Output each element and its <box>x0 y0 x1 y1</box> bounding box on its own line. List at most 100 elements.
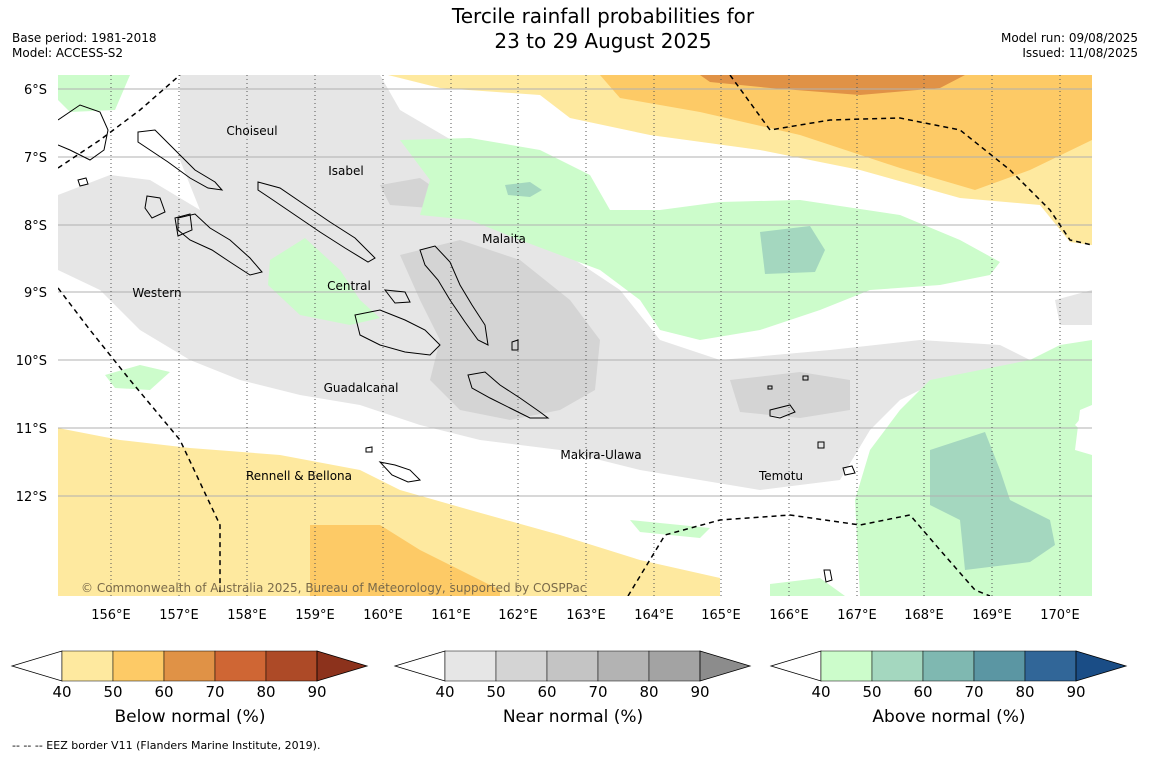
island-new-georgia <box>177 213 263 276</box>
colorbar-tick-label: 40 <box>435 683 454 701</box>
below-normal-south-40 <box>58 428 720 596</box>
lon-label: 170°E <box>1040 608 1080 623</box>
lon-label: 158°E <box>227 608 267 623</box>
label-choiseul: Choiseul <box>226 124 277 138</box>
colorbar-segment <box>61 650 114 682</box>
colorbar-segment <box>922 650 975 682</box>
legend-label-below: Below normal (%) <box>114 707 266 727</box>
island-vanikoro <box>817 441 825 449</box>
lon-label: 161°E <box>431 608 471 623</box>
colorbar-tick-label: 90 <box>690 683 709 701</box>
title-line-2: 23 to 29 August 2025 <box>494 29 712 53</box>
rainfall-map: Choiseul Isabel Malaita Central Western … <box>16 75 1092 623</box>
colorbar-segment <box>444 650 497 682</box>
above-normal-central-small <box>505 182 542 197</box>
base-period: Base period: 1981-2018 <box>12 31 157 45</box>
label-western: Western <box>132 286 181 300</box>
colorbar-segment <box>973 650 1026 682</box>
below-normal-north-60 <box>700 75 965 95</box>
colorbar-max-extend <box>316 650 369 682</box>
lon-label: 160°E <box>363 608 403 623</box>
label-malaita: Malaita <box>482 232 526 246</box>
above-normal-nw <box>58 75 130 112</box>
colorbar-min-extend <box>393 650 446 682</box>
colorbar-tick-label: 60 <box>537 683 556 701</box>
meta-left: Base period: 1981-2018 Model: ACCESS-S2 <box>12 31 157 61</box>
lat-label: 10°S <box>16 354 47 369</box>
issued-date: Issued: 11/08/2025 <box>1022 46 1138 60</box>
colorbar-segment <box>495 650 548 682</box>
eez-border <box>58 75 1092 596</box>
island-tikopia <box>823 569 833 583</box>
colorbar-tick-label: 80 <box>1015 683 1034 701</box>
colorbar-tick-label: 80 <box>639 683 658 701</box>
lat-label: 7°S <box>24 151 47 166</box>
lon-label: 164°E <box>634 608 674 623</box>
lon-label: 165°E <box>701 608 741 623</box>
colorbar-segment <box>820 650 873 682</box>
legend-label-above: Above normal (%) <box>872 707 1026 727</box>
below-normal-north-50 <box>600 75 1092 190</box>
island-choiseul <box>137 129 224 191</box>
colorbar-near-normal: 40 50 60 70 80 90 <box>393 650 752 701</box>
island-isabel <box>257 181 376 263</box>
label-guadalcanal: Guadalcanal <box>324 381 399 395</box>
colorbar-segment <box>265 650 318 682</box>
island-guadalcanal <box>354 309 441 356</box>
colorbar-max-extend <box>1075 650 1128 682</box>
colorbar-tick-label: 50 <box>103 683 122 701</box>
above-normal-central-60 <box>760 226 825 274</box>
eez-north-west <box>58 75 181 169</box>
white-gap-east <box>1075 405 1092 455</box>
model-name: Model: ACCESS-S2 <box>12 46 124 60</box>
label-central: Central <box>327 279 371 293</box>
island-reef <box>767 385 773 390</box>
colorbar-tick-label: 60 <box>913 683 932 701</box>
near-normal-east <box>1055 290 1092 325</box>
longitude-labels: 156°E 157°E 158°E 159°E 160°E 161°E 162°… <box>91 608 1080 623</box>
eez-south <box>627 514 991 596</box>
copyright-credit: © Commonwealth of Australia 2025, Bureau… <box>81 581 586 595</box>
model-run: Model run: 09/08/2025 <box>1000 31 1138 45</box>
island-small-west <box>174 213 193 237</box>
island-vella <box>144 195 166 219</box>
colorbar-tick-label: 70 <box>588 683 607 701</box>
colorbar-tick-label: 90 <box>1066 683 1085 701</box>
lat-label: 6°S <box>24 83 47 98</box>
island-florida <box>383 289 411 304</box>
lon-label: 167°E <box>837 608 877 623</box>
island-bellona <box>365 446 373 453</box>
above-normal-guadalcanal <box>268 238 380 325</box>
legend-label-near: Near normal (%) <box>502 707 644 727</box>
colorbar-tick-label: 90 <box>307 683 326 701</box>
island-bougainville <box>58 104 109 161</box>
colorbar-tick-label: 40 <box>811 683 830 701</box>
lon-label: 156°E <box>91 608 131 623</box>
lon-label: 162°E <box>498 608 538 623</box>
colorbar-segment <box>648 650 701 682</box>
title-line-1: Tercile rainfall probabilities for <box>451 4 755 28</box>
probability-shading <box>58 75 1092 596</box>
island-ulawa <box>511 339 519 351</box>
island-rennell <box>378 461 422 483</box>
eez-west <box>58 287 221 596</box>
lon-label: 169°E <box>972 608 1012 623</box>
below-normal-south-50 <box>310 525 500 596</box>
above-normal-central <box>400 138 1000 340</box>
colorbar-segment <box>163 650 216 682</box>
label-isabel: Isabel <box>328 164 363 178</box>
colorbar-max-extend <box>699 650 752 682</box>
eez-footnote: -- -- -- EEZ border V11 (Flanders Marine… <box>12 739 321 752</box>
colorbar-tick-label: 70 <box>205 683 224 701</box>
colorbar-tick-label: 50 <box>862 683 881 701</box>
lon-label: 166°E <box>769 608 809 623</box>
colorbar-tick-label: 60 <box>154 683 173 701</box>
island-makira <box>467 371 550 419</box>
colorbar-segment <box>546 650 599 682</box>
colorbar-tick-label: 80 <box>256 683 275 701</box>
near-normal-50 <box>400 240 600 420</box>
coastlines <box>58 104 856 583</box>
colorbar-segment <box>597 650 650 682</box>
above-normal-southeast-60 <box>930 432 1055 570</box>
colorbar-tick-label: 40 <box>52 683 71 701</box>
